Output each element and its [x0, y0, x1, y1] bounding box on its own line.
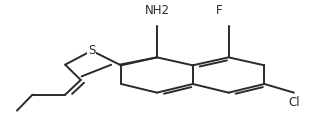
Text: F: F — [216, 4, 223, 17]
Text: NH2: NH2 — [144, 4, 170, 17]
Text: S: S — [88, 44, 95, 57]
Text: Cl: Cl — [288, 96, 300, 109]
